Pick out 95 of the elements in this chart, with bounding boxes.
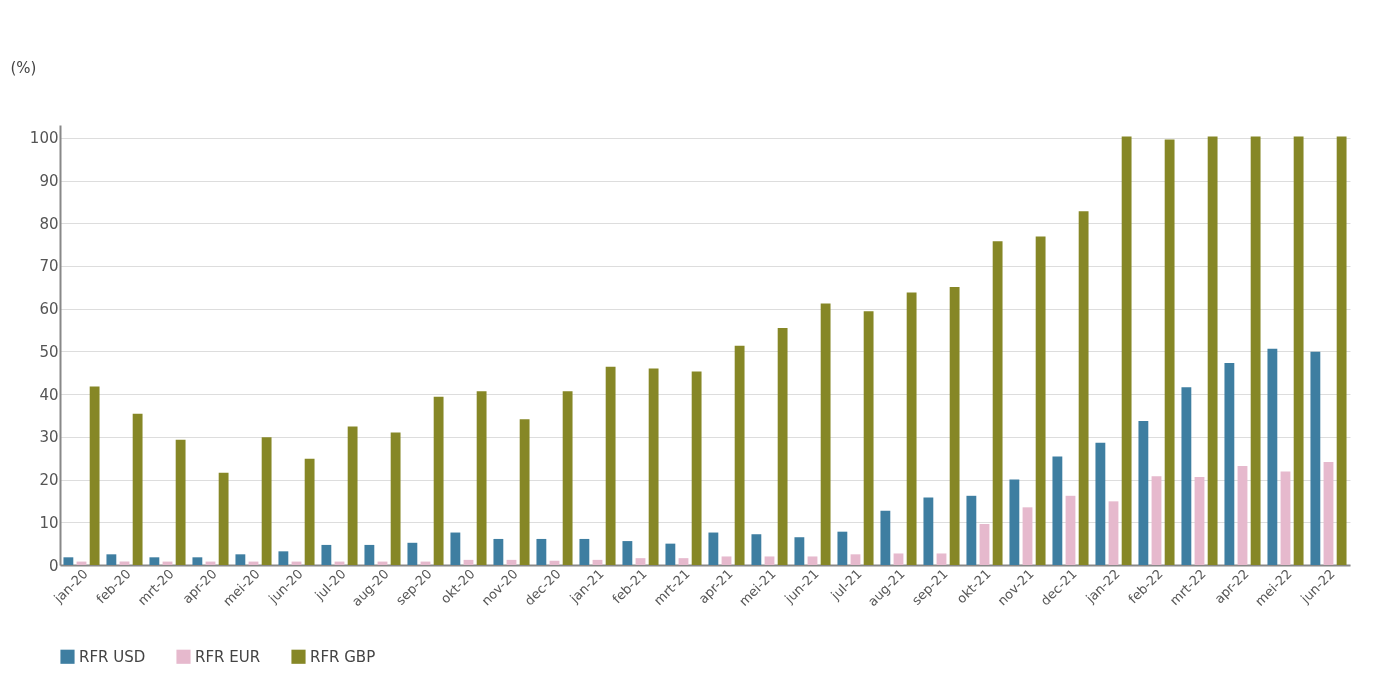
bar <box>1250 136 1261 565</box>
bar <box>837 531 848 565</box>
bar <box>635 558 646 565</box>
bar <box>1108 501 1119 565</box>
bar <box>192 557 203 565</box>
y-tick-label: 60 <box>39 300 59 319</box>
bar <box>493 538 504 565</box>
bar <box>132 413 143 565</box>
bar <box>592 559 603 565</box>
bar <box>321 544 332 565</box>
bar <box>665 543 676 565</box>
bar <box>721 556 732 565</box>
bar <box>966 495 977 565</box>
y-tick-label: 40 <box>39 385 59 404</box>
bar <box>149 557 160 565</box>
legend-label: RFR GBP <box>310 647 376 666</box>
bar <box>880 510 891 565</box>
bar <box>407 542 418 565</box>
bar <box>390 432 401 565</box>
bar <box>364 544 375 565</box>
bar <box>89 386 100 565</box>
bar <box>1310 351 1321 565</box>
bar <box>820 303 831 565</box>
bar <box>278 551 289 565</box>
bar <box>519 419 530 565</box>
bar <box>906 292 917 565</box>
bar <box>1151 476 1162 565</box>
y-tick-label: 30 <box>39 428 59 447</box>
bar <box>622 541 633 565</box>
y-tick-label: 90 <box>39 172 59 191</box>
bar <box>949 286 960 565</box>
bar <box>1095 442 1106 565</box>
legend-label: RFR EUR <box>195 647 261 666</box>
bar <box>1035 236 1046 565</box>
bar <box>751 534 762 565</box>
bar <box>1065 495 1076 565</box>
bar <box>850 554 861 565</box>
bar <box>450 532 461 565</box>
bar <box>536 538 547 565</box>
bar <box>992 241 1003 565</box>
legend-label: RFR USD <box>79 647 146 666</box>
bar <box>1022 507 1033 565</box>
bar <box>218 472 229 565</box>
bar <box>1293 136 1304 565</box>
bar <box>734 345 745 565</box>
y-tick-label: 70 <box>39 257 59 276</box>
bar <box>1121 136 1132 565</box>
bar <box>304 458 315 565</box>
bar <box>863 311 874 565</box>
y-tick-label: 50 <box>39 342 59 361</box>
y-tick-label: 20 <box>39 471 59 490</box>
bar <box>175 439 186 565</box>
y-axis-title: (%) <box>10 58 37 77</box>
bar <box>1164 139 1175 565</box>
bar <box>807 556 818 565</box>
bar <box>1078 211 1089 565</box>
bar <box>1336 136 1347 565</box>
y-tick-label: 100 <box>29 129 59 148</box>
bar <box>691 371 702 565</box>
bar <box>1323 462 1334 565</box>
bar <box>605 366 616 565</box>
bar <box>678 558 689 565</box>
bar <box>794 537 805 565</box>
bar <box>893 553 904 565</box>
bar <box>235 554 246 565</box>
bar <box>347 426 358 565</box>
bar <box>708 532 719 565</box>
bar <box>936 553 947 565</box>
bar <box>562 391 573 565</box>
bar <box>1267 348 1278 565</box>
bar <box>1138 421 1149 565</box>
bar <box>463 559 474 565</box>
bar <box>506 559 517 565</box>
bar <box>579 538 590 565</box>
bar <box>433 396 444 565</box>
y-tick-label: 80 <box>39 214 59 233</box>
bar <box>1181 387 1192 565</box>
bar <box>261 437 272 565</box>
bar <box>106 554 117 565</box>
bar <box>1224 362 1235 565</box>
bar <box>979 523 990 565</box>
bar <box>648 368 659 565</box>
bar <box>1052 456 1063 565</box>
bar <box>1009 479 1020 565</box>
y-tick-label: 0 <box>48 556 59 575</box>
bar <box>1194 477 1205 565</box>
bar <box>1207 136 1218 565</box>
bar <box>1280 471 1291 565</box>
bar <box>1237 465 1248 565</box>
y-tick-label: 10 <box>39 513 59 532</box>
bar <box>923 497 934 565</box>
bar <box>63 557 74 565</box>
bar <box>764 556 775 565</box>
bar <box>777 327 788 565</box>
bar <box>476 391 487 565</box>
